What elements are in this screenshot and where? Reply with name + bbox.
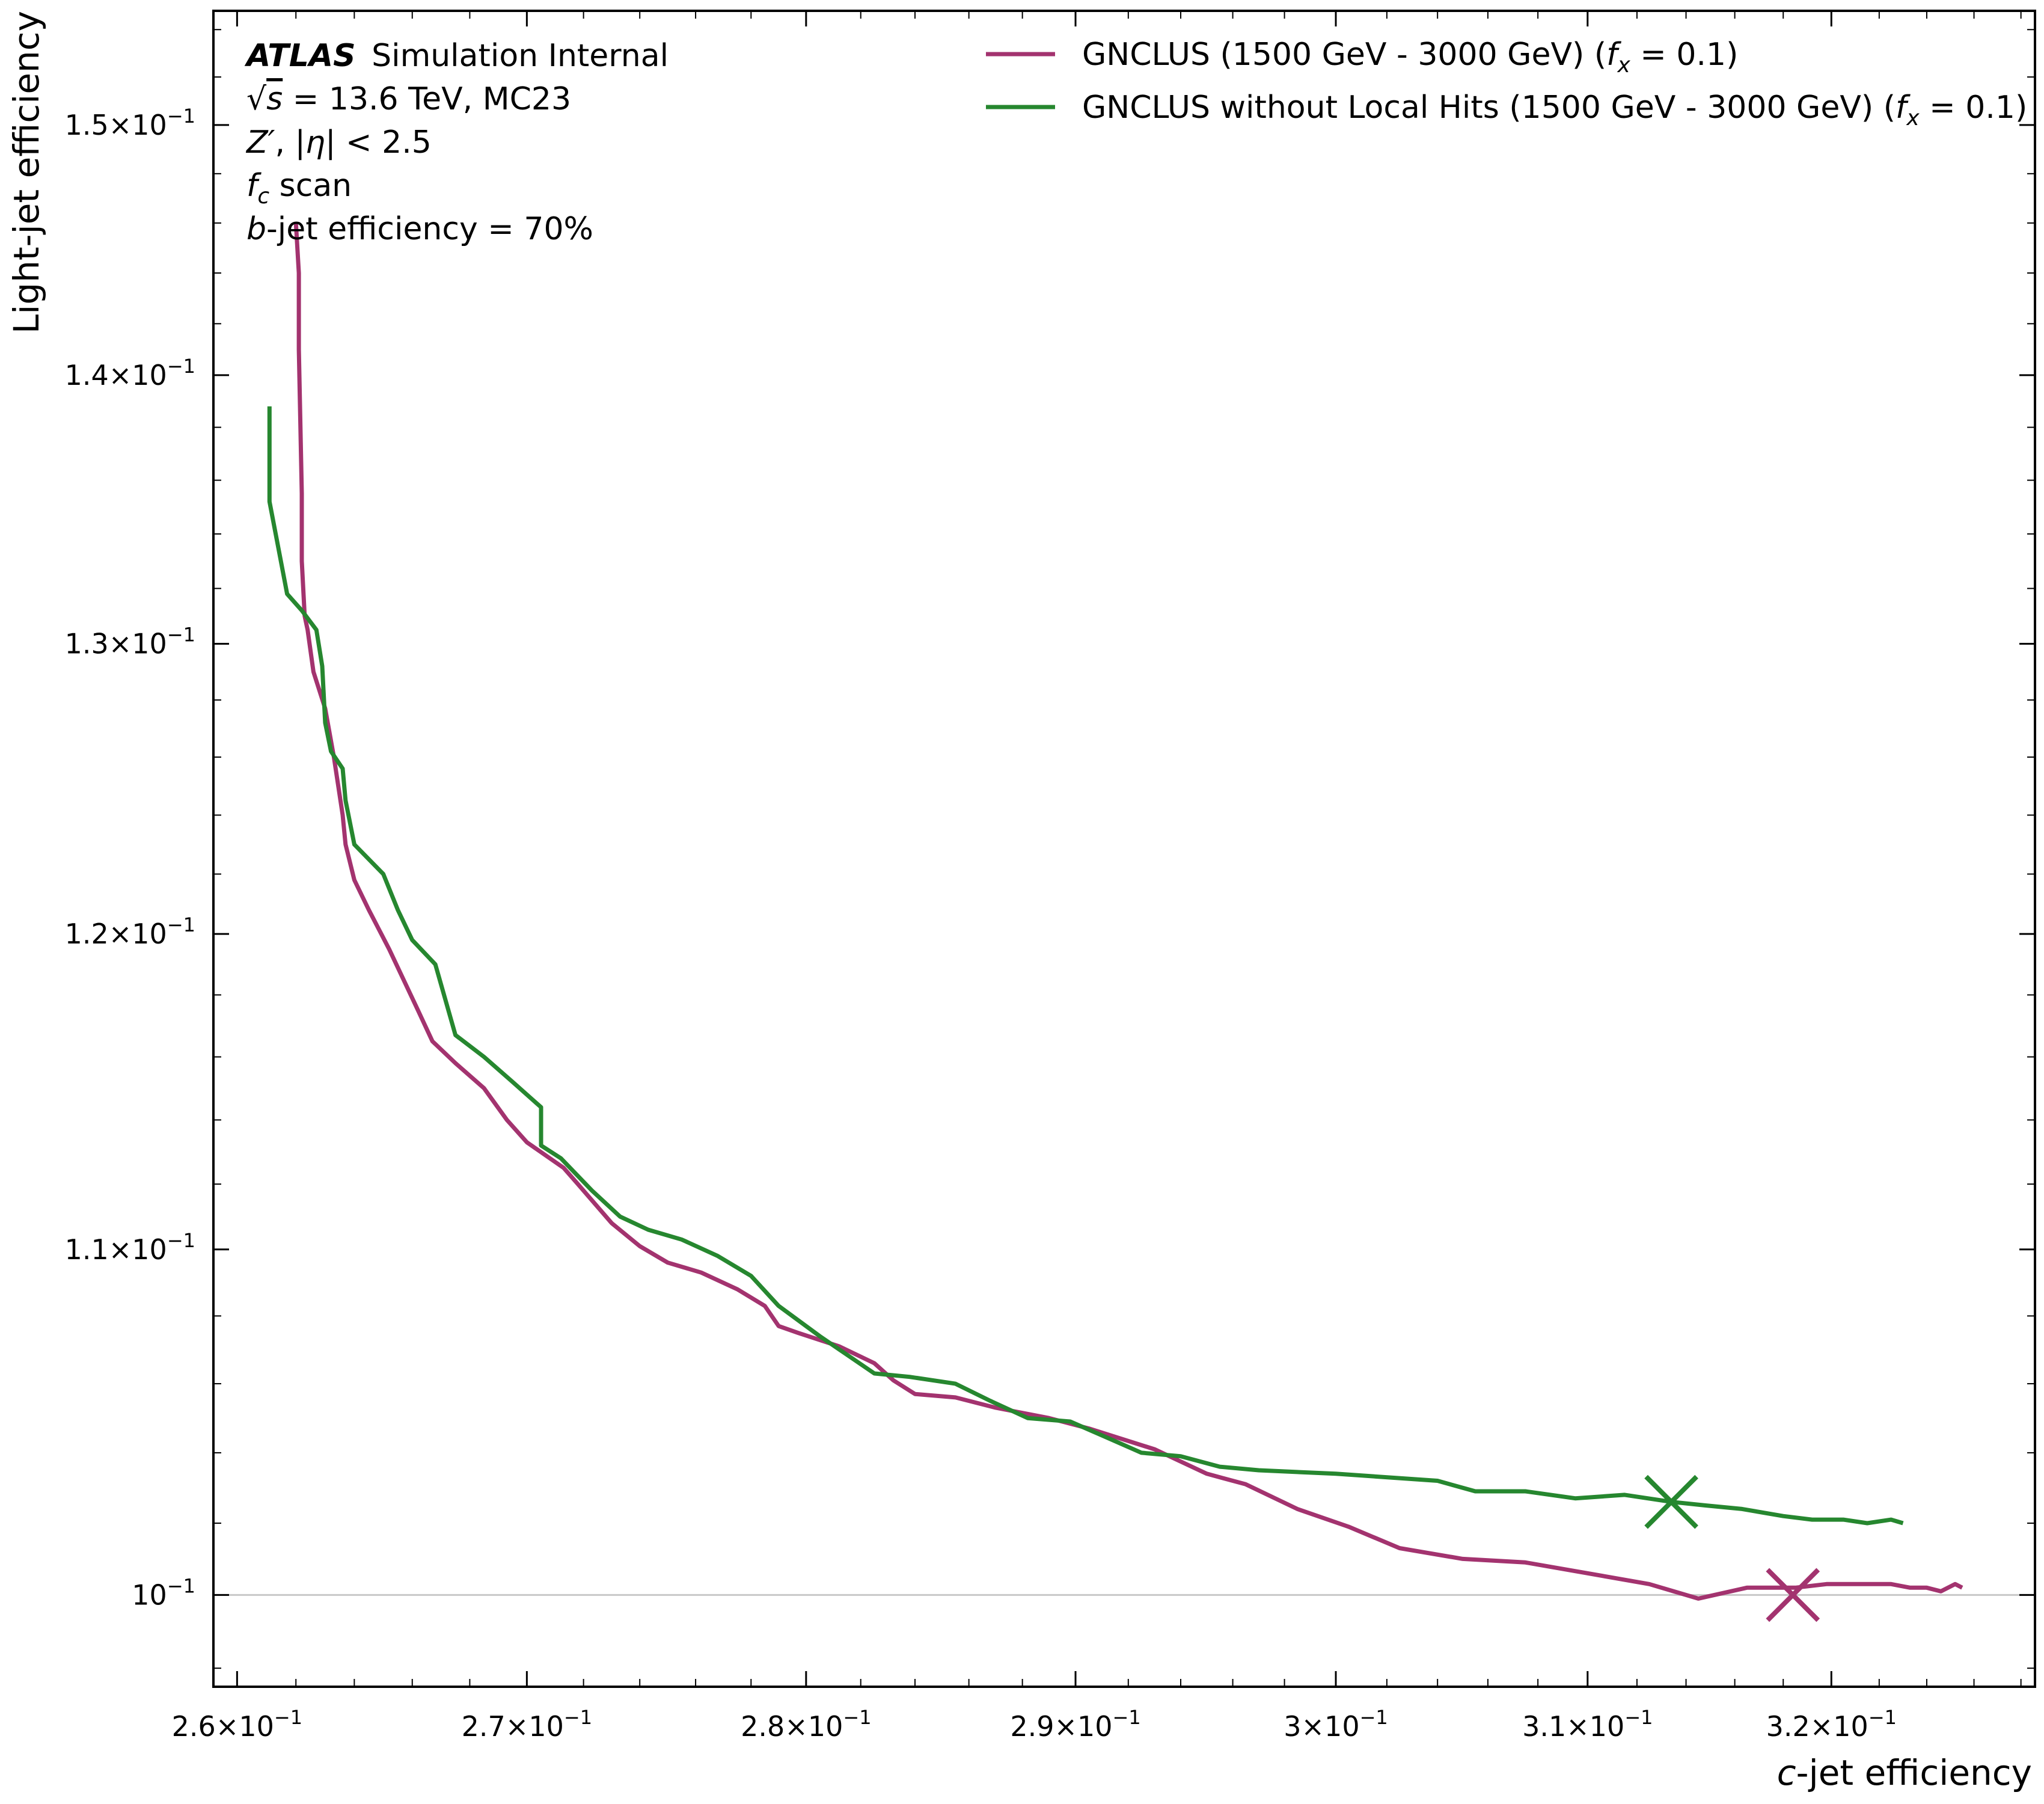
y-tick-label: 1.5×10−1 xyxy=(65,105,195,141)
marker-layer xyxy=(1644,1474,1820,1622)
series-line-gnclus xyxy=(293,222,1963,1601)
sample-label: Z′, |η| < 2.5 xyxy=(245,124,432,161)
x-tick-label: 2.7×10−1 xyxy=(462,1706,592,1743)
tick-layer xyxy=(213,11,2035,1687)
x-axis-title: c-jet efficiency xyxy=(1777,1752,2032,1793)
scan-label: fc scan xyxy=(246,168,352,209)
legend-label-gnclus-no-local-hits: GNCLUS without Local Hits (1500 GeV - 30… xyxy=(1082,90,2027,130)
y-axis-title: Light-jet efficiency xyxy=(6,11,47,334)
wp-marker-stroke xyxy=(1644,1474,1698,1529)
series-layer xyxy=(267,222,1963,1601)
legend-label-gnclus: GNCLUS (1500 GeV - 3000 GeV) (fx = 0.1) xyxy=(1082,37,1738,78)
atlas-label: ATLAS Simulation Internal xyxy=(244,38,669,74)
wp-marker-stroke xyxy=(1766,1568,1820,1622)
tick-label-layer: 2.6×10−1 2.7×10−1 2.8×10−1 2.9×10−1 3×10−1 3.… xyxy=(65,105,1897,1743)
x-tick-label: 2.9×10−1 xyxy=(1010,1706,1140,1743)
x-tick-label: 2.8×10−1 xyxy=(741,1706,871,1743)
energy-label: √s = 13.6 TeV, MC23 xyxy=(246,81,571,117)
x-tick-label: 3.1×10−1 xyxy=(1522,1706,1653,1743)
info-annotations: ATLAS Simulation Internal √s = 13.6 TeV,… xyxy=(244,38,669,247)
y-tick-label: 1.4×10−1 xyxy=(65,355,195,391)
y-tick-label: 1.2×10−1 xyxy=(65,913,195,950)
y-tick-label: 1.1×10−1 xyxy=(65,1229,195,1266)
x-tick-label: 2.6×10−1 xyxy=(172,1706,302,1743)
x-tick-label: 3.2×10−1 xyxy=(1766,1706,1897,1743)
series-line-gnclus-no-local-hits xyxy=(267,406,1904,1526)
y-tick-label: 10−1 xyxy=(132,1574,195,1611)
y-tick-label: 1.3×10−1 xyxy=(65,624,195,660)
wp-marker-gnclus-no-local-hits xyxy=(1644,1474,1698,1529)
x-tick-label: 3×10−1 xyxy=(1284,1706,1388,1743)
wp-label: b-jet efficiency = 70% xyxy=(246,211,593,247)
plot-frame xyxy=(212,10,2036,1688)
wp-marker-gnclus xyxy=(1766,1568,1820,1622)
